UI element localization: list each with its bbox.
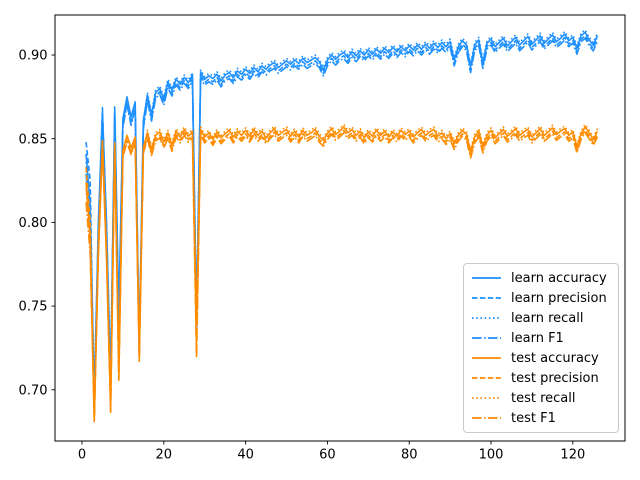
series-line-learn-accuracy xyxy=(85,31,599,399)
x-tick-label: 0 xyxy=(78,448,86,463)
legend-line-sample xyxy=(472,377,501,379)
legend-item-learn-recall: learn recall xyxy=(472,308,618,328)
x-tick-label: 20 xyxy=(156,448,173,463)
legend-item-label: learn accuracy xyxy=(511,270,607,286)
x-tick-label: 80 xyxy=(401,448,418,463)
series-line-learn-F1 xyxy=(85,37,599,408)
legend-item-test-precision: test precision xyxy=(472,368,618,388)
series-lines xyxy=(85,29,599,423)
x-axis: 0 20 40 60 80 100 120 xyxy=(78,441,585,463)
legend-line-sample xyxy=(472,357,501,359)
legend-line-sample xyxy=(472,277,501,279)
y-axis: 0.70 0.75 0.80 0.85 0.90 xyxy=(19,49,55,398)
x-tick-label: 100 xyxy=(479,448,504,463)
legend: learn accuracy learn precision learn recal… xyxy=(463,263,619,433)
legend-item-label: learn recall xyxy=(511,310,584,326)
legend-line-sample xyxy=(472,417,501,419)
x-tick-label: 120 xyxy=(560,448,585,463)
legend-line-sample xyxy=(472,337,501,339)
series-line-test-F1 xyxy=(85,132,599,422)
legend-item-label: test accuracy xyxy=(511,350,599,366)
legend-line-sample xyxy=(472,317,501,319)
legend-item-label: learn precision xyxy=(511,290,607,306)
legend-item-learn-F1: learn F1 xyxy=(472,328,618,348)
plot-border xyxy=(54,14,626,442)
y-tick-label: 0.85 xyxy=(19,132,48,147)
y-tick-label: 0.70 xyxy=(19,383,48,398)
legend-item-label: test recall xyxy=(511,390,576,406)
y-tick-label: 0.80 xyxy=(19,216,48,231)
legend-item-learn-precision: learn precision xyxy=(472,288,618,308)
legend-item-test-recall: test recall xyxy=(472,388,618,408)
x-tick-label: 40 xyxy=(237,448,254,463)
legend-line-sample xyxy=(472,297,501,299)
legend-item-label: test F1 xyxy=(511,410,556,426)
series-line-learn-precision xyxy=(85,34,599,411)
series-line-learn-recall xyxy=(85,29,599,391)
legend-item-test-F1: test F1 xyxy=(472,408,618,428)
y-tick-label: 0.75 xyxy=(19,300,48,315)
legend-item-learn-accuracy: learn accuracy xyxy=(472,268,618,288)
y-tick-label: 0.90 xyxy=(19,49,48,64)
x-tick-label: 60 xyxy=(319,448,336,463)
legend-item-label: learn F1 xyxy=(511,330,564,346)
series-line-test-recall xyxy=(85,123,599,415)
legend-line-sample xyxy=(472,397,501,399)
legend-item-label: test precision xyxy=(511,370,599,386)
legend-item-test-accuracy: test accuracy xyxy=(472,348,618,368)
